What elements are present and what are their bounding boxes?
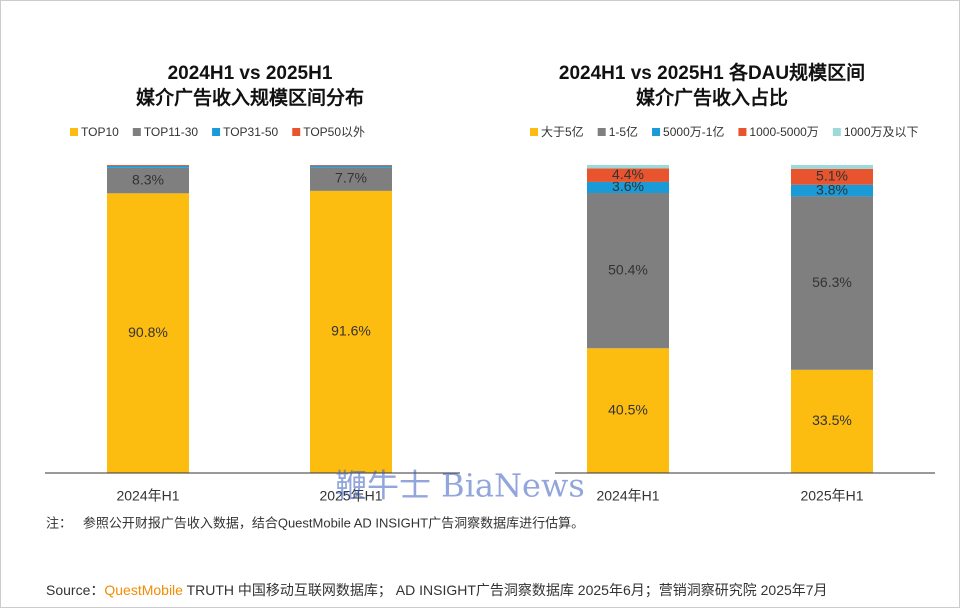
- bar-segment: [587, 348, 669, 473]
- legend-label: 1000万及以下: [844, 125, 919, 139]
- legend-label: 1-5亿: [609, 124, 638, 139]
- legend-label: TOP50以外: [303, 125, 365, 139]
- bar-segment: [791, 196, 873, 370]
- value-label: 8.3%: [132, 171, 164, 187]
- legend-swatch: [292, 128, 301, 136]
- value-label: 3.8%: [816, 181, 848, 197]
- bar-segment: [107, 165, 189, 168]
- bar-segment: [587, 181, 669, 194]
- legend-swatch: [738, 128, 747, 136]
- source-label: Source：: [46, 582, 104, 598]
- source-brand: QuestMobile: [104, 582, 183, 598]
- legend-swatch: [212, 128, 221, 136]
- legend-label: TOP31-50: [223, 125, 278, 139]
- bar-segment: [791, 184, 873, 197]
- legend-label: 大于5亿: [541, 124, 584, 139]
- legend-swatch: [652, 128, 661, 136]
- legend-label: 1000-5000万: [749, 125, 818, 139]
- bar-segment: [791, 369, 873, 473]
- bar-segment: [107, 165, 189, 166]
- bar-segment: [107, 193, 189, 473]
- bar-segment: [310, 190, 392, 473]
- legend-swatch: [70, 128, 78, 136]
- bar-segment: [587, 168, 669, 182]
- chart-title: 2024H1 vs 2025H1: [168, 63, 333, 84]
- value-label: 33.5%: [812, 412, 852, 428]
- bar-segment: [310, 167, 392, 191]
- x-tick-label: 2025年H1: [800, 488, 863, 504]
- value-label: 91.6%: [331, 323, 371, 339]
- chart-title: 媒介广告收入规模区间分布: [136, 86, 364, 109]
- value-label: 7.7%: [335, 170, 367, 186]
- note: 注： 参照公开财报广告收入数据，结合QuestMobile AD INSIGHT…: [46, 515, 584, 530]
- bar-segment: [310, 165, 392, 166]
- bar-segment: [791, 169, 873, 185]
- source: Source：QuestMobile TRUTH 中国移动互联网数据库； AD …: [46, 582, 828, 599]
- legend-swatch: [597, 128, 606, 136]
- bar-segment: [587, 193, 669, 349]
- source-text: TRUTH 中国移动互联网数据库； AD INSIGHT广告洞察数据库 2025…: [183, 582, 828, 599]
- legend-label: 5000万-1亿: [663, 124, 724, 139]
- watermark: 鞭牛士 BiaNews: [335, 467, 585, 505]
- value-label: 56.3%: [812, 274, 852, 290]
- legend-label: TOP11-30: [144, 125, 199, 139]
- bar-segment: [310, 165, 392, 168]
- legend-swatch: [530, 128, 538, 136]
- chart-title: 媒介广告收入占比: [636, 86, 788, 109]
- legend-swatch: [132, 128, 141, 136]
- value-label: 3.6%: [612, 178, 644, 194]
- value-label: 5.1%: [816, 168, 848, 184]
- legend-label: TOP10: [81, 125, 119, 139]
- bar-segment: [107, 167, 189, 194]
- legend-swatch: [832, 128, 841, 136]
- x-tick-label: 2024年H1: [116, 488, 179, 504]
- x-tick-label: 2025年H1: [319, 488, 382, 504]
- value-label: 40.5%: [608, 401, 648, 417]
- bar-segment: [587, 165, 669, 169]
- value-label: 90.8%: [128, 324, 168, 340]
- value-label: 50.4%: [608, 261, 648, 277]
- x-tick-label: 2024年H1: [596, 488, 659, 504]
- value-label: 4.4%: [612, 166, 644, 182]
- chart-title: 2024H1 vs 2025H1 各DAU规模区间: [559, 61, 865, 84]
- bar-segment: [791, 165, 873, 170]
